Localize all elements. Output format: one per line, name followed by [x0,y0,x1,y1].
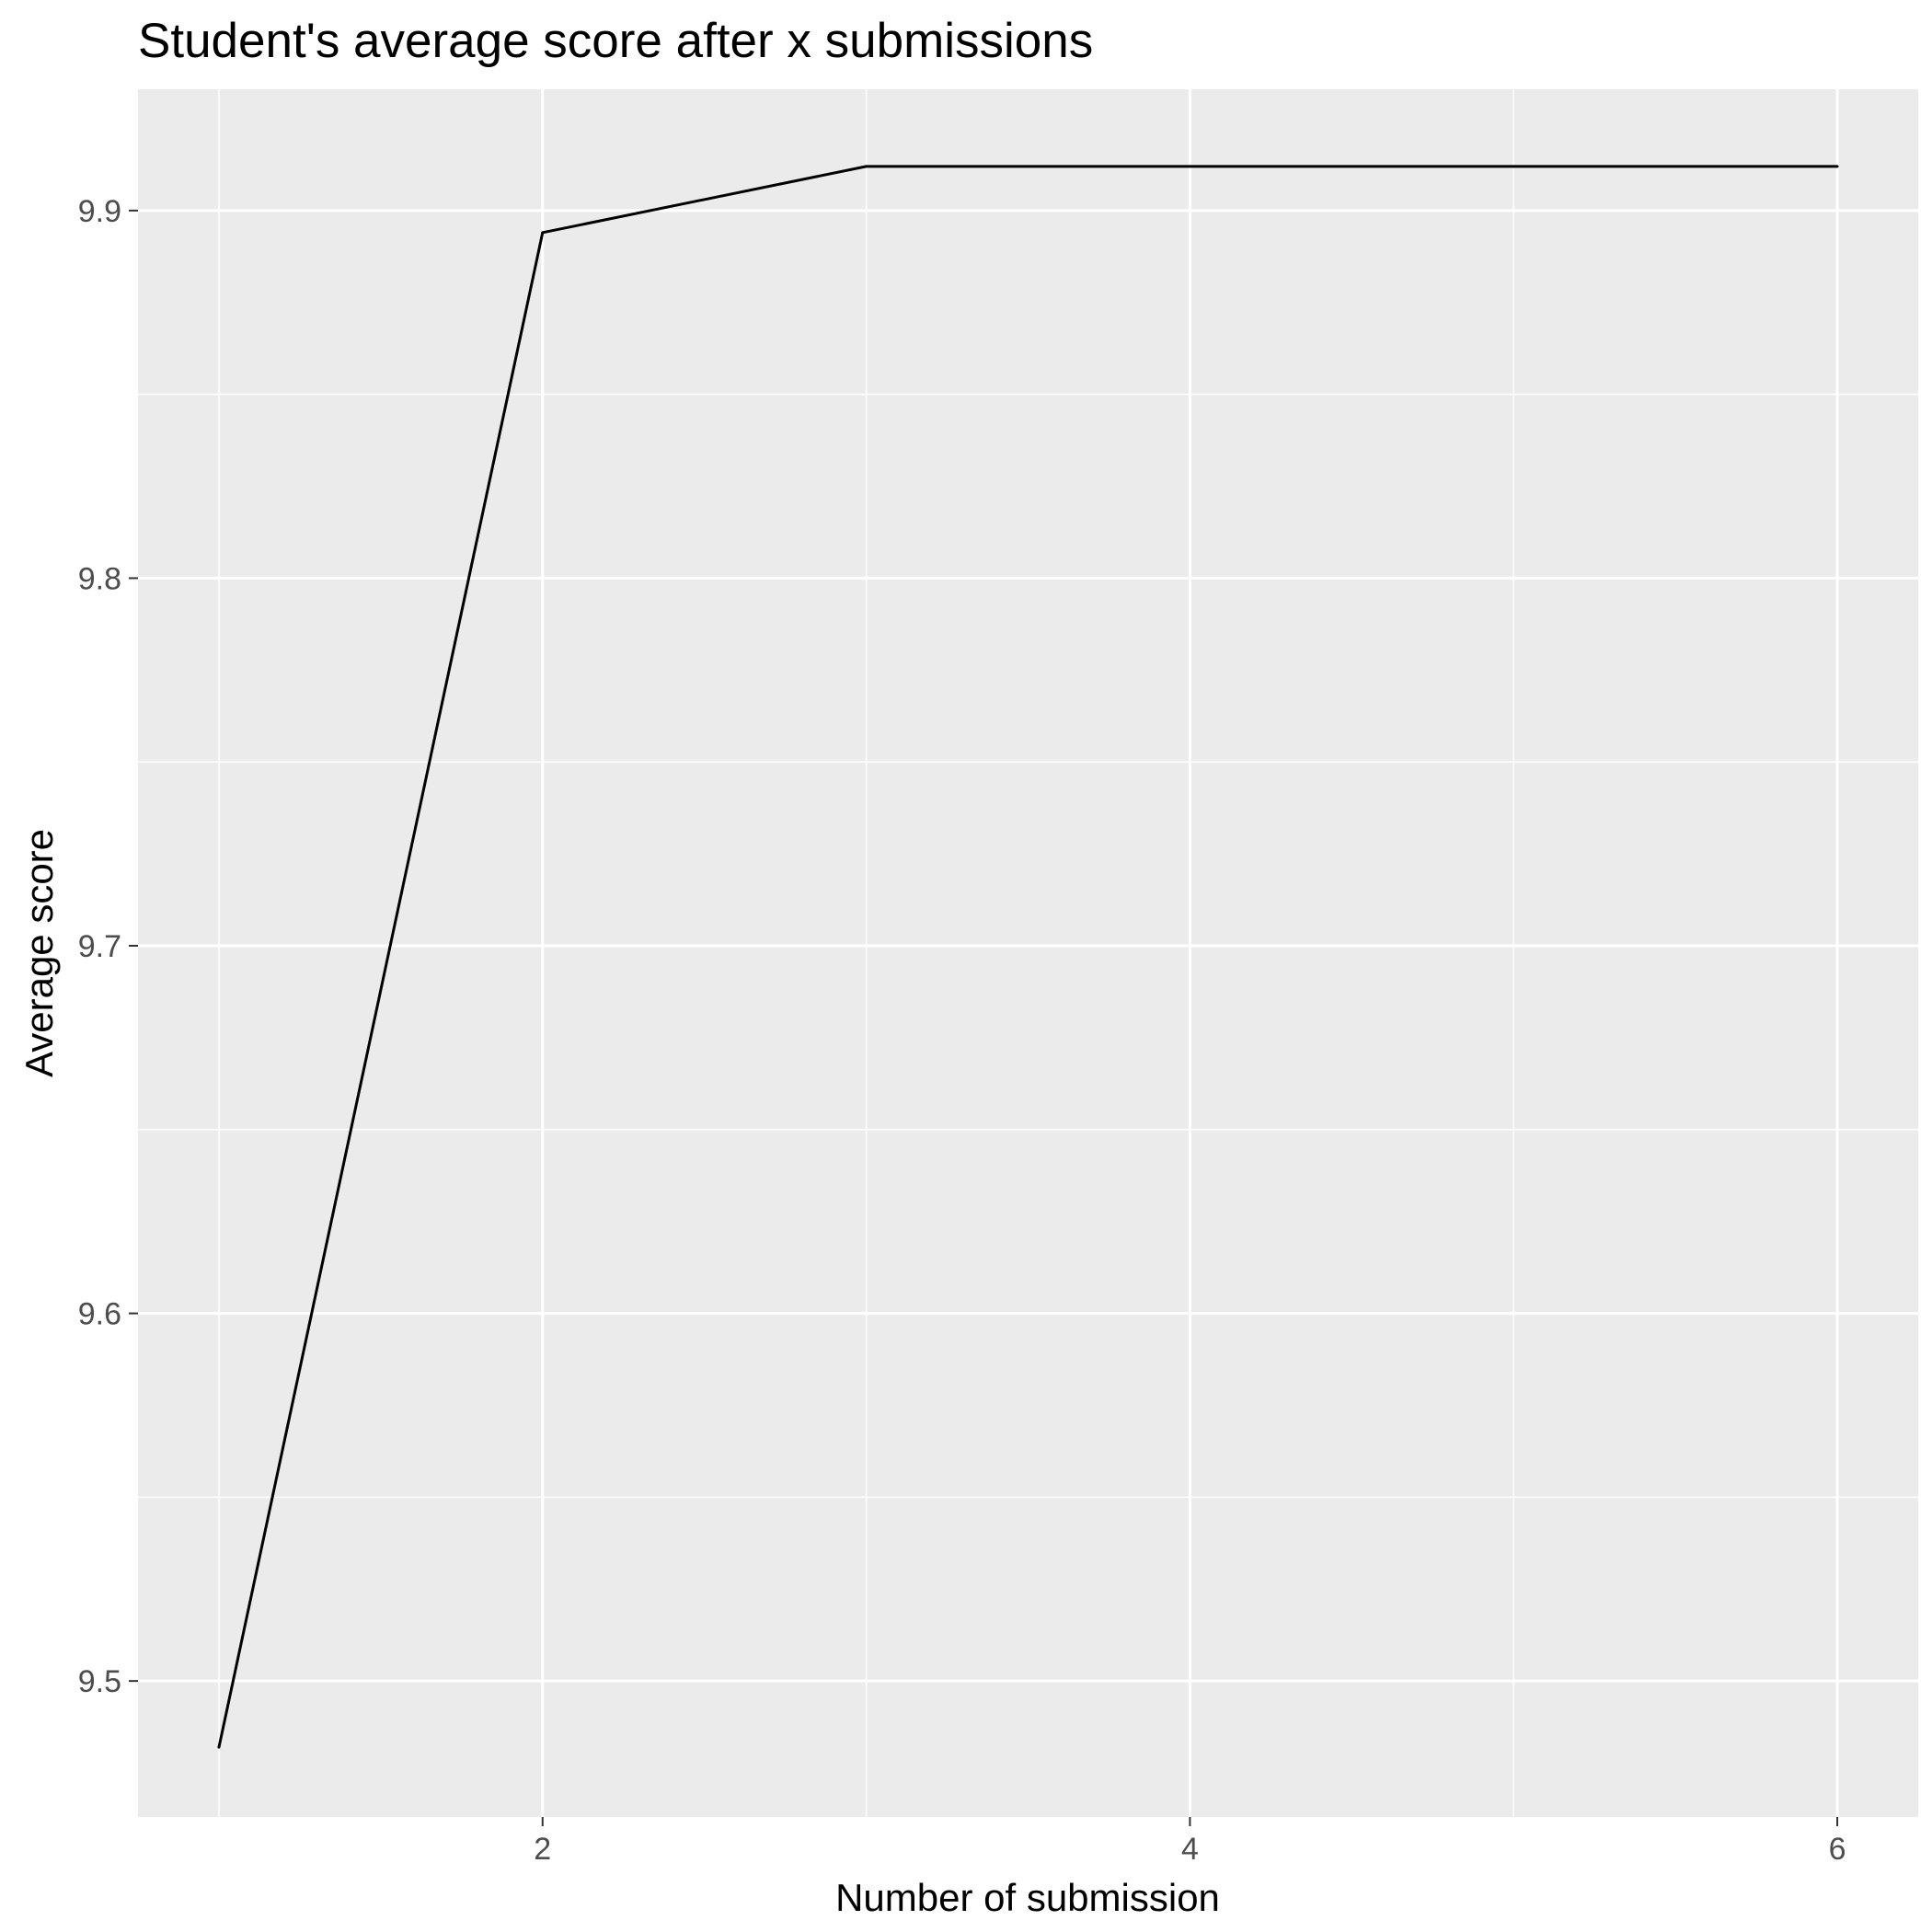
minor-gridlines [138,89,1918,1817]
chart-title: Student's average score after x submissi… [138,14,1093,68]
axis-ticks [129,209,1839,1826]
data-point [1835,165,1839,168]
data-point [1188,165,1191,168]
y-tick-label: 9.5 [78,1664,121,1699]
data-point [541,231,545,235]
y-tick-label: 9.8 [78,561,121,596]
axis-tick-labels: 2 4 6 9.5 9.6 9.7 9.8 9.9 [78,194,1846,1867]
data-point [217,1745,221,1749]
data-point [1512,165,1515,168]
data-point [865,165,868,168]
y-tick-label: 9.9 [78,194,121,229]
y-tick-label: 9.6 [78,1297,121,1332]
plot-panel [138,89,1918,1817]
x-tick-label: 2 [534,1832,551,1867]
y-tick-label: 9.7 [78,929,121,964]
x-tick-label: 6 [1829,1832,1846,1867]
series-line [217,165,1837,1748]
x-axis-title: Number of submission [835,1876,1220,1919]
x-tick-label: 4 [1181,1832,1199,1867]
series-layer [217,165,1839,1749]
y-axis-title: Average score [17,829,61,1077]
major-gridlines [138,89,1918,1817]
